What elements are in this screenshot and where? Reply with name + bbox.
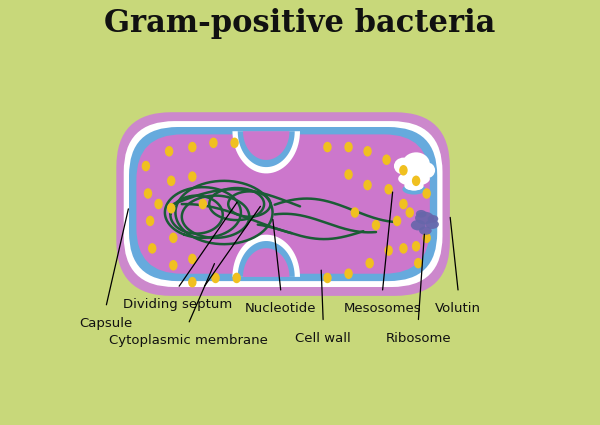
Ellipse shape — [188, 171, 197, 182]
Text: Cytoplasmic membrane: Cytoplasmic membrane — [109, 334, 268, 347]
Polygon shape — [238, 131, 295, 167]
Ellipse shape — [167, 176, 175, 186]
Text: Ribosome: Ribosome — [385, 332, 451, 345]
Ellipse shape — [422, 188, 431, 199]
Ellipse shape — [399, 199, 407, 210]
Ellipse shape — [404, 182, 424, 190]
Polygon shape — [232, 131, 300, 173]
Ellipse shape — [364, 180, 372, 190]
Ellipse shape — [414, 258, 422, 269]
FancyBboxPatch shape — [129, 127, 437, 281]
Text: Dividing septum: Dividing septum — [123, 298, 232, 311]
Ellipse shape — [412, 241, 421, 252]
Ellipse shape — [169, 260, 178, 271]
Ellipse shape — [199, 199, 207, 210]
Ellipse shape — [209, 138, 218, 148]
Ellipse shape — [165, 146, 173, 156]
Ellipse shape — [404, 180, 424, 190]
Ellipse shape — [411, 220, 425, 230]
Text: Nucleotide: Nucleotide — [245, 302, 317, 315]
Ellipse shape — [350, 207, 359, 218]
Ellipse shape — [167, 203, 175, 213]
Ellipse shape — [230, 138, 239, 148]
Ellipse shape — [399, 243, 407, 254]
Ellipse shape — [422, 232, 431, 243]
Ellipse shape — [188, 142, 197, 152]
Ellipse shape — [148, 243, 157, 254]
Ellipse shape — [393, 215, 401, 226]
Ellipse shape — [188, 254, 197, 264]
Ellipse shape — [154, 199, 163, 210]
Ellipse shape — [344, 169, 353, 180]
Ellipse shape — [344, 269, 353, 279]
Ellipse shape — [169, 232, 178, 243]
Ellipse shape — [406, 207, 414, 218]
Ellipse shape — [365, 258, 374, 269]
Text: Cell wall: Cell wall — [295, 332, 351, 345]
Ellipse shape — [425, 220, 439, 229]
Ellipse shape — [412, 176, 421, 186]
Ellipse shape — [394, 158, 413, 175]
Ellipse shape — [144, 188, 152, 199]
Ellipse shape — [416, 210, 427, 218]
Text: Capsule: Capsule — [79, 317, 133, 330]
Ellipse shape — [364, 146, 372, 156]
Ellipse shape — [403, 152, 430, 176]
FancyBboxPatch shape — [124, 121, 443, 287]
Polygon shape — [243, 131, 289, 160]
Ellipse shape — [142, 161, 150, 171]
Ellipse shape — [419, 227, 432, 235]
Ellipse shape — [323, 273, 332, 283]
FancyBboxPatch shape — [136, 134, 430, 274]
Ellipse shape — [403, 184, 425, 195]
Ellipse shape — [415, 212, 434, 224]
Ellipse shape — [323, 142, 332, 152]
Ellipse shape — [382, 154, 391, 165]
Ellipse shape — [398, 171, 430, 186]
Polygon shape — [243, 248, 289, 277]
Polygon shape — [232, 235, 300, 277]
Ellipse shape — [188, 277, 197, 287]
Ellipse shape — [146, 215, 154, 226]
Ellipse shape — [418, 162, 435, 178]
FancyBboxPatch shape — [116, 112, 450, 296]
Ellipse shape — [211, 273, 220, 283]
Text: Gram-positive bacteria: Gram-positive bacteria — [104, 8, 496, 39]
Ellipse shape — [385, 184, 393, 195]
Text: Mesosomes: Mesosomes — [344, 302, 421, 315]
Ellipse shape — [399, 165, 407, 176]
Text: Volutin: Volutin — [436, 302, 481, 315]
Ellipse shape — [385, 245, 393, 256]
Ellipse shape — [428, 215, 438, 223]
Polygon shape — [238, 241, 295, 277]
Ellipse shape — [372, 220, 380, 230]
Ellipse shape — [232, 273, 241, 283]
Ellipse shape — [344, 142, 353, 152]
